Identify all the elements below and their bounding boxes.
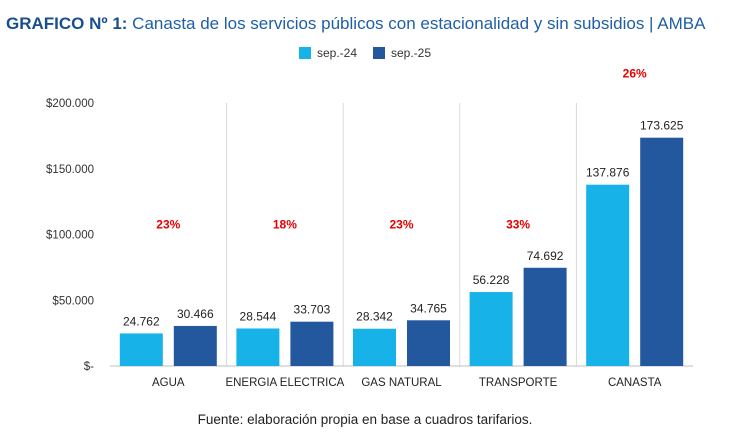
source-note: Fuente: elaboración propia en base a cua… <box>197 412 533 427</box>
y-tick-label: $- <box>84 361 94 373</box>
legend-label-sep25: sep.-25 <box>391 46 432 60</box>
x-tick-label: ENERGIA ELECTRICA <box>225 377 344 389</box>
bar-sep24 <box>119 333 163 366</box>
pct-change-annotation: 23% <box>389 218 413 232</box>
chart-title-prefix: GRAFICO Nº 1: <box>6 14 128 33</box>
data-label: 30.466 <box>177 307 214 321</box>
data-label: 56.228 <box>473 273 510 287</box>
chart-title: GRAFICO Nº 1: Canasta de los servicios p… <box>6 14 705 34</box>
chart-title-text: Canasta de los servicios públicos con es… <box>132 14 706 33</box>
bar-sep24 <box>353 328 396 366</box>
data-label: 28.342 <box>356 310 393 324</box>
y-tick-label: $150.000 <box>46 164 94 176</box>
data-label: 24.762 <box>123 314 160 328</box>
legend-swatch-sep24 <box>298 47 311 59</box>
y-tick-label: $50.000 <box>52 295 94 307</box>
legend-swatch-sep25 <box>373 47 385 59</box>
bar-sep24 <box>469 292 513 366</box>
data-label: 28.544 <box>240 309 277 323</box>
legend-item-sep25: sep.-25 <box>373 46 431 60</box>
x-tick-label: GAS NATURAL <box>361 377 442 389</box>
bar-sep25 <box>173 325 217 366</box>
data-label: 34.765 <box>410 301 447 315</box>
pct-change-annotation: 33% <box>506 218 530 232</box>
x-tick-label: TRANSPORTE <box>479 377 558 389</box>
bar-sep25 <box>640 137 684 366</box>
x-tick-label: AGUA <box>152 377 185 389</box>
y-tick-label: $200.000 <box>46 98 94 110</box>
bar-sep24 <box>586 184 630 366</box>
data-label: 33.703 <box>294 303 331 317</box>
chart-legend: sep.-24 sep.-25 <box>0 46 730 60</box>
data-label: 74.692 <box>527 249 564 263</box>
legend-item-sep24: sep.-24 <box>298 46 357 60</box>
y-tick-label: $100.000 <box>46 230 94 242</box>
legend-label-sep24: sep.-24 <box>316 46 357 60</box>
pct-change-annotation: 23% <box>156 218 180 232</box>
bar-sep25 <box>407 320 450 366</box>
x-tick-label: CANASTA <box>608 377 662 389</box>
bar-sep24 <box>236 328 280 366</box>
bar-sep25 <box>523 267 567 366</box>
bar-sep25 <box>290 321 334 366</box>
pct-change-annotation: 18% <box>273 218 297 232</box>
pct-change-annotation: 26% <box>623 66 647 80</box>
data-label: 137.876 <box>586 166 630 180</box>
data-label: 173.625 <box>640 119 684 133</box>
